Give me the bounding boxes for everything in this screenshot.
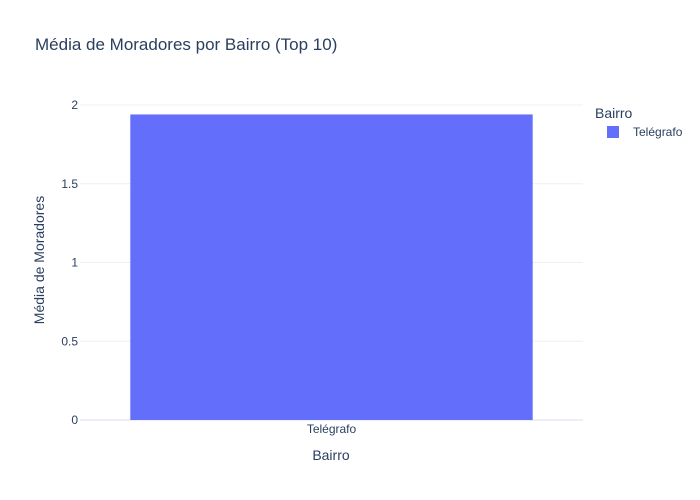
- legend-title: Bairro: [595, 105, 633, 121]
- legend: Bairro Telégrafo: [595, 105, 683, 139]
- y-axis-title: Média de Moradores: [31, 196, 47, 324]
- legend-items: Telégrafo: [607, 125, 683, 139]
- legend-label[interactable]: Telégrafo: [633, 125, 683, 139]
- x-axis-title: Bairro: [312, 447, 350, 463]
- y-tick-label: 1.5: [61, 177, 78, 191]
- y-tick-label: 2: [71, 98, 78, 112]
- x-tick-label: Telégrafo: [307, 422, 357, 436]
- chart-title: Média de Moradores por Bairro (Top 10): [35, 35, 337, 54]
- bars: [130, 114, 533, 420]
- x-axis-ticks: Telégrafo: [307, 422, 357, 436]
- y-tick-label: 0: [71, 413, 78, 427]
- y-axis-ticks: 0 0.5 1 1.5 2: [61, 98, 78, 427]
- y-tick-label: 0.5: [61, 334, 78, 348]
- y-tick-label: 1: [71, 256, 78, 270]
- legend-swatch[interactable]: [607, 126, 619, 138]
- bar: [130, 114, 533, 420]
